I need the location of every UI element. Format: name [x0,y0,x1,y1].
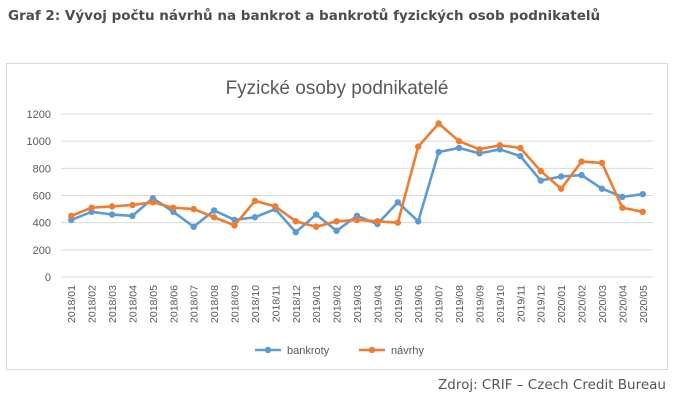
x-tick-label: 2018/11 [270,285,282,322]
data-point-navrhy [537,167,544,175]
y-tick-label: 400 [33,218,51,230]
data-point-bankroty [108,211,116,218]
gridlines [61,113,653,278]
legend-marker [368,346,376,354]
data-point-navrhy [292,218,299,225]
data-point-navrhy [231,222,238,229]
legend-label: návrhy [391,345,425,357]
chart-title: Fyzické osoby podnikatelé [226,78,449,99]
data-point-bankroty [394,199,402,206]
data-point-navrhy [476,146,483,153]
y-tick-label: 200 [33,245,51,257]
x-axis: 2018/01 2018/02 2018/03 2018/04 2018/05 2018/… [66,285,650,323]
data-point-navrhy [333,218,340,225]
x-tick-label: 2019/01 [311,285,323,323]
data-point-bankroty [190,223,197,230]
data-point-bankroty [312,211,320,218]
x-tick-label: 2019/04 [372,285,384,323]
x-tick-label: 2019/12 [536,285,548,323]
x-tick-label: 2019/02 [332,285,344,323]
data-point-navrhy [68,212,75,220]
data-point-bankroty [333,227,340,235]
x-tick-label: 2018/02 [87,285,99,323]
data-point-bankroty [415,218,422,225]
y-tick-label: 1200 [27,109,51,121]
x-tick-label: 2020/03 [597,285,609,323]
x-tick-label: 2018/04 [127,285,139,323]
legend-marker [264,346,272,354]
y-tick-label: 600 [33,191,51,203]
data-point-bankroty [210,207,218,214]
x-tick-label: 2018/08 [209,285,221,323]
data-point-navrhy [619,204,626,211]
data-point-navrhy [353,216,361,224]
source-note: Zdroj: CRIF – Czech Credit Bureau [438,377,666,393]
y-tick-label: 0 [45,272,51,284]
data-point-bankroty [598,185,606,192]
data-point-bankroty [557,173,565,180]
data-point-bankroty [129,212,136,220]
y-tick-label: 800 [33,163,51,175]
legend: bankroty návrhy [255,345,425,357]
data-point-bankroty [537,177,544,184]
x-tick-label: 2019/07 [434,285,446,323]
data-point-navrhy [394,219,402,226]
x-tick-label: 2018/09 [230,285,242,323]
x-tick-label: 2019/11 [515,285,527,322]
data-point-navrhy [190,205,197,213]
chart-frame: Fyzické osoby podnikatelé 0 200 400 600 800 1… [6,63,668,370]
legend-label: bankroty [287,345,330,357]
x-tick-label: 2020/04 [617,285,629,323]
data-point-navrhy [496,142,504,149]
data-point-navrhy [517,144,524,152]
data-point-navrhy [210,214,218,221]
x-tick-label: 2019/09 [474,285,486,323]
line-chart: Fyzické osoby podnikatelé 0 200 400 600 800 1… [27,78,653,357]
data-point-navrhy [435,120,442,127]
data-point-navrhy [251,197,259,205]
x-tick-label: 2018/12 [291,285,303,323]
data-point-navrhy [374,218,381,225]
x-tick-label: 2019/05 [393,285,405,323]
x-tick-label: 2019/06 [413,285,425,323]
data-point-navrhy [312,223,320,230]
x-tick-label: 2018/06 [168,285,180,323]
data-point-bankroty [517,152,524,160]
y-tick-label: 1000 [27,136,51,148]
x-tick-label: 2020/01 [556,285,568,323]
data-point-bankroty [292,228,299,236]
series-lines [68,120,646,236]
x-tick-label: 2020/02 [577,285,589,323]
x-tick-label: 2019/08 [454,285,466,323]
x-tick-label: 2018/10 [250,285,262,323]
data-point-bankroty [578,171,585,179]
data-point-bankroty [435,148,442,156]
x-tick-label: 2018/03 [107,285,119,323]
data-point-navrhy [455,137,463,145]
data-point-navrhy [415,143,422,150]
data-point-bankroty [251,214,259,221]
data-point-navrhy [170,204,177,211]
series-line-navrhy [69,122,645,229]
data-point-navrhy [598,159,606,167]
x-tick-label: 2019/03 [352,285,364,323]
x-tick-label: 2018/05 [148,285,160,323]
x-tick-label: 2018/07 [189,285,201,323]
data-point-navrhy [578,158,585,165]
data-point-navrhy [129,201,136,209]
x-tick-label: 2018/01 [66,285,78,323]
data-point-bankroty [639,190,646,198]
data-point-navrhy [149,199,157,206]
data-point-bankroty [619,193,626,201]
data-point-navrhy [557,185,565,192]
data-point-navrhy [639,208,646,215]
x-tick-label: 2020/05 [638,285,650,323]
data-point-navrhy [108,203,116,210]
data-point-navrhy [88,204,95,211]
data-point-bankroty [455,144,463,152]
x-tick-label: 2019/10 [495,285,507,323]
page-heading: Graf 2: Vývoj počtu návrhů na bankrot a … [8,8,601,24]
data-point-navrhy [272,203,279,210]
y-axis: 0 200 400 600 800 1000 1200 [27,109,51,284]
